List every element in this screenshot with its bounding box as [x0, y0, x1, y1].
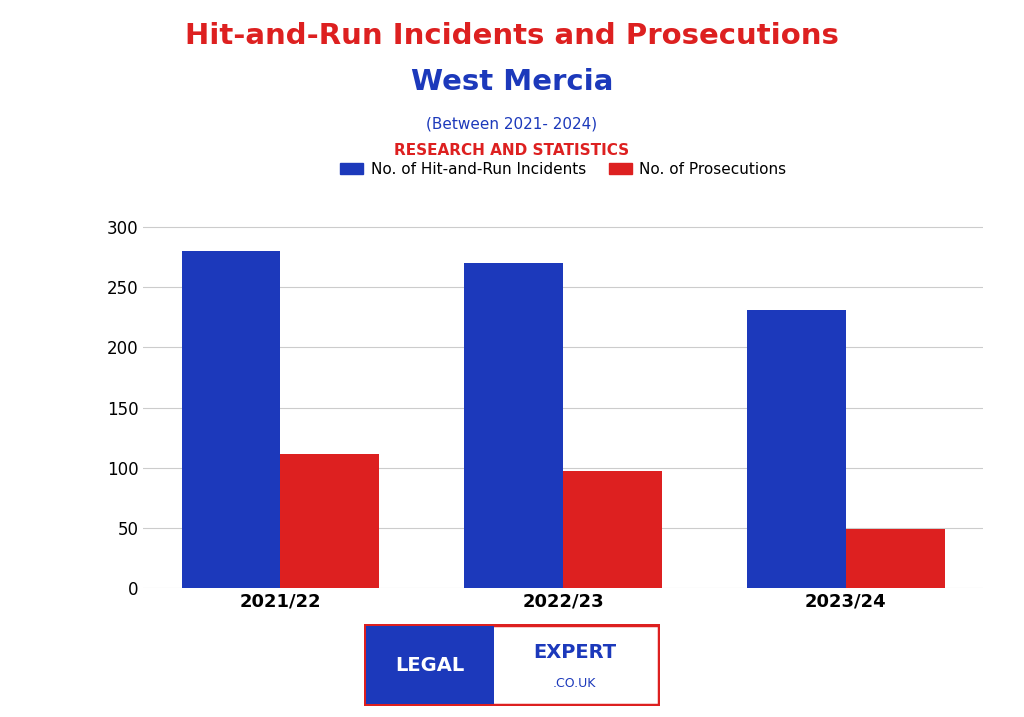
- Bar: [281, 455, 380, 588]
- Bar: [563, 471, 663, 588]
- Text: RESEARCH AND STATISTICS: RESEARCH AND STATISTICS: [394, 143, 630, 158]
- Text: (Between 2021- 2024): (Between 2021- 2024): [426, 116, 598, 131]
- Legend: No. of Hit-and-Run Incidents, No. of Prosecutions: No. of Hit-and-Run Incidents, No. of Pro…: [334, 156, 793, 183]
- Bar: [464, 263, 563, 588]
- FancyBboxPatch shape: [367, 626, 495, 704]
- Text: LEGAL: LEGAL: [395, 655, 465, 675]
- Bar: [846, 529, 945, 588]
- Bar: [181, 251, 281, 588]
- Text: Hit-and-Run Incidents and Prosecutions: Hit-and-Run Incidents and Prosecutions: [185, 22, 839, 49]
- FancyBboxPatch shape: [365, 625, 659, 706]
- Bar: [746, 310, 846, 588]
- Text: .CO.UK: .CO.UK: [553, 677, 596, 690]
- Text: West Mercia: West Mercia: [411, 68, 613, 96]
- Text: EXPERT: EXPERT: [532, 643, 615, 662]
